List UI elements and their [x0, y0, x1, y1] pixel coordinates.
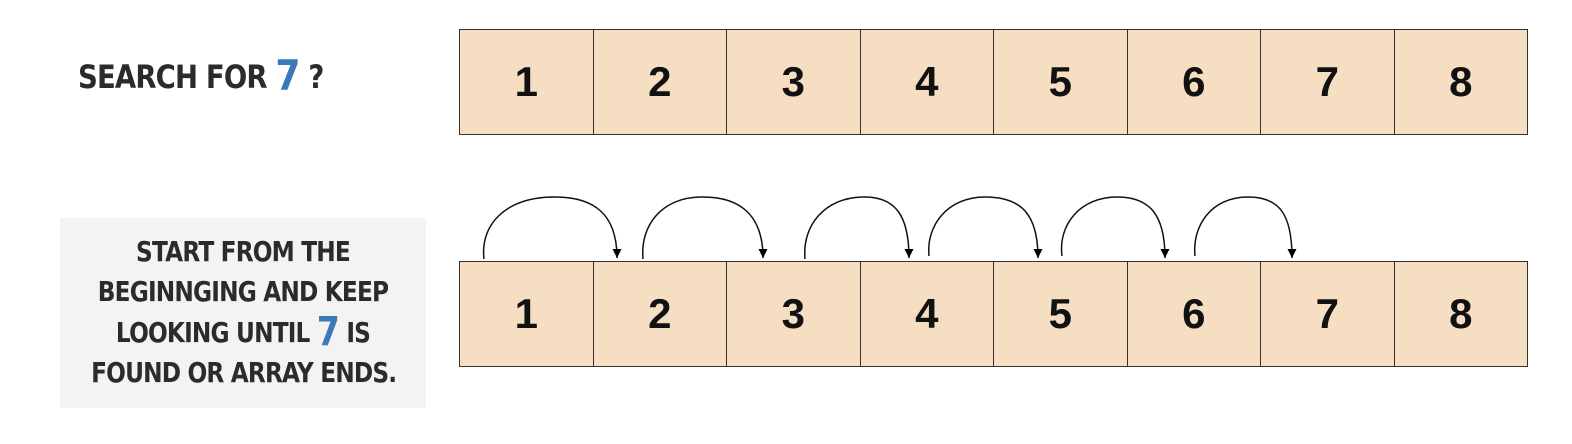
array-bottom-cell: 2 — [594, 262, 727, 366]
array-bottom-cell: 7 — [1261, 262, 1395, 366]
array-bottom-cell: 6 — [1128, 262, 1261, 366]
title-prefix: SEARCH FOR — [78, 58, 276, 96]
array-bottom-cell: 4 — [861, 262, 994, 366]
array-top-cell: 5 — [994, 30, 1128, 134]
note-line-3-suffix: IS — [339, 316, 371, 349]
step-arrow — [482, 196, 622, 260]
step-arrow — [928, 196, 1043, 259]
step-arrow — [642, 196, 768, 260]
search-title: SEARCH FOR 7 ? — [78, 46, 353, 106]
array-top-cell: 1 — [460, 30, 594, 134]
step-arrow — [804, 196, 914, 260]
explanation-note: START FROM THE BEGINNGING AND KEEP LOOKI… — [60, 218, 426, 408]
title-target-value: 7 — [275, 51, 300, 100]
note-target-value: 7 — [316, 309, 340, 355]
step-arrow — [1060, 196, 1170, 259]
step-arrow — [1193, 196, 1297, 259]
array-top-cell: 4 — [861, 30, 994, 134]
array-bottom-cell: 5 — [994, 262, 1128, 366]
array-bottom-cell: 3 — [727, 262, 861, 366]
note-line-1: START FROM THE — [136, 235, 351, 268]
array-bottom-cell: 8 — [1449, 290, 1473, 337]
note-line-3-prefix: LOOKING UNTIL — [115, 316, 317, 349]
note-line-3: LOOKING UNTIL 7 IS — [91, 312, 395, 353]
array-bottom-cell: 1 — [460, 262, 594, 366]
note-line-2: BEGINNGING AND KEEP — [97, 275, 389, 308]
array-top-cell: 7 — [1261, 30, 1395, 134]
note-line-4: FOUND OR ARRAY ENDS. — [91, 356, 397, 389]
array-top: 1 2 3 4 5 6 7 8 — [459, 29, 1528, 135]
array-top-cell: 8 — [1449, 58, 1473, 105]
title-suffix: ? — [299, 58, 324, 96]
array-top-cell: 6 — [1128, 30, 1261, 134]
array-bottom: 1 2 3 4 5 6 7 8 — [459, 261, 1528, 367]
array-top-cell: 2 — [594, 30, 727, 134]
array-top-cell: 3 — [727, 30, 861, 134]
